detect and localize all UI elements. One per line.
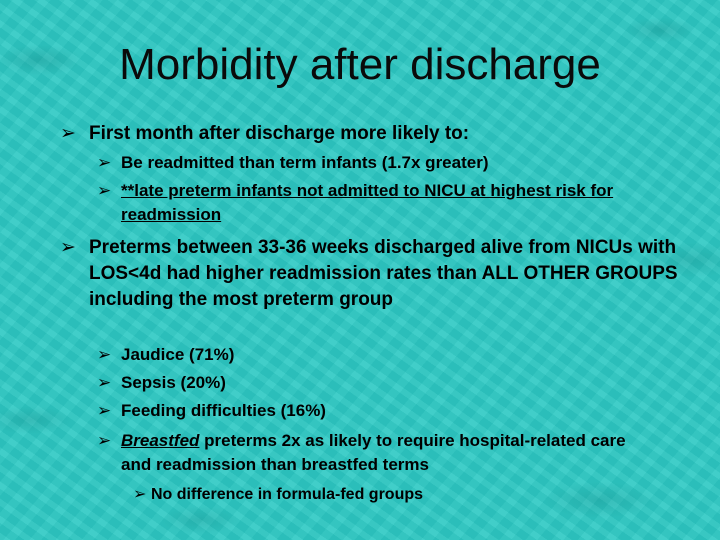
bullet-first-month: ➢ First month after discharge more likel… bbox=[60, 121, 680, 147]
bullet-jaundice: ➢ Jaudice (71%) bbox=[97, 343, 677, 367]
breastfed-emphasis: Breastfed bbox=[121, 431, 200, 450]
bullet-sepsis: ➢ Sepsis (20%) bbox=[97, 371, 677, 395]
arrow-bullet-icon: ➢ bbox=[97, 431, 112, 450]
slide-title: Morbidity after discharge bbox=[119, 40, 601, 89]
arrow-bullet-icon: ➢ bbox=[60, 123, 76, 144]
arrow-bullet-icon: ➢ bbox=[60, 237, 76, 258]
bullet-breastfed: ➢ Breastfed preterms 2x as likely to req… bbox=[97, 429, 627, 477]
bullet-preterms-33-36: ➢ Preterms between 33-36 weeks discharge… bbox=[60, 235, 680, 313]
bullet-text: Be readmitted than term infants (1.7x gr… bbox=[121, 153, 489, 172]
bullet-text: First month after discharge more likely … bbox=[89, 123, 470, 144]
arrow-bullet-icon: ➢ bbox=[97, 401, 112, 420]
bullet-text: Feeding difficulties (16%) bbox=[121, 401, 326, 420]
bullet-formula-fed: ➢ No difference in formula-fed groups bbox=[133, 484, 673, 506]
arrow-bullet-icon: ➢ bbox=[97, 345, 112, 364]
bullet-late-preterm: ➢ **late preterm infants not admitted to… bbox=[97, 179, 657, 227]
bullet-feeding: ➢ Feeding difficulties (16%) bbox=[97, 399, 677, 423]
arrow-bullet-icon: ➢ bbox=[133, 486, 147, 503]
breastfed-rest: preterms 2x as likely to require hospita… bbox=[121, 431, 626, 474]
arrow-bullet-icon: ➢ bbox=[97, 153, 112, 172]
arrow-bullet-icon: ➢ bbox=[97, 373, 112, 392]
bullet-text: Sepsis (20%) bbox=[121, 373, 226, 392]
bullet-text: No difference in formula-fed groups bbox=[151, 486, 424, 503]
arrow-bullet-icon: ➢ bbox=[97, 181, 112, 200]
bullet-readmitted: ➢ Be readmitted than term infants (1.7x … bbox=[97, 151, 677, 175]
bullet-text: **late preterm infants not admitted to N… bbox=[121, 181, 614, 224]
bullet-text: Breastfed preterms 2x as likely to requi… bbox=[97, 429, 627, 477]
bullet-text: Jaudice (71%) bbox=[121, 345, 235, 364]
bullet-text: Preterms between 33-36 weeks discharged … bbox=[89, 237, 678, 310]
